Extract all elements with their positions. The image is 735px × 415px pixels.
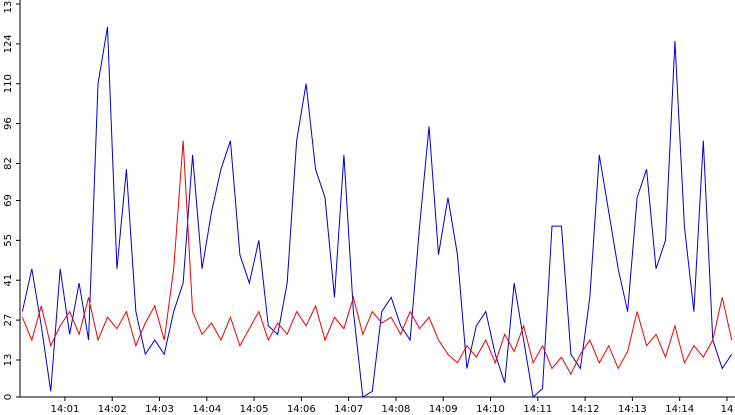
y-tick-label: 41	[3, 274, 14, 287]
y-tick-label: 138	[3, 0, 14, 14]
x-tick-label: 14:11	[523, 404, 552, 415]
y-tick-label: 13	[3, 354, 14, 367]
x-tick-label: 14:05	[240, 404, 269, 415]
x-tick-label: 14:14	[665, 404, 694, 415]
y-tick-label: 110	[3, 74, 14, 93]
y-tick-label: 55	[3, 234, 14, 247]
x-tick-label: 14:06	[287, 404, 316, 415]
x-tick-label: 14	[721, 404, 734, 415]
x-tick-label: 14:04	[192, 404, 221, 415]
x-tick-label: 14:01	[51, 404, 80, 415]
series-line	[21, 140, 733, 376]
series-line	[21, 26, 733, 398]
x-tick-label: 14:09	[429, 404, 458, 415]
y-tick-label: 96	[3, 117, 14, 130]
x-tick-label: 14:02	[98, 404, 127, 415]
y-tick-label: 0	[3, 394, 14, 400]
x-tick-label: 14:03	[145, 404, 174, 415]
x-tick-label: 14:10	[476, 404, 505, 415]
y-tick-label: 82	[3, 157, 14, 170]
x-tick-label: 14:13	[618, 404, 647, 415]
y-tick-label: 124	[3, 34, 14, 53]
y-tick-label: 27	[3, 314, 14, 327]
x-tick-label: 14:08	[382, 404, 411, 415]
x-tick-label: 14:12	[571, 404, 600, 415]
y-tick-label: 69	[3, 194, 14, 207]
x-tick-label: 14:07	[334, 404, 363, 415]
